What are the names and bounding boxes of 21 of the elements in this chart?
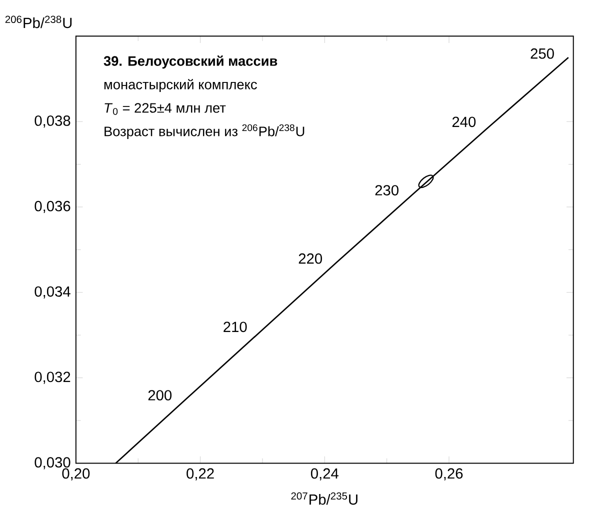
- annotation: 250: [530, 48, 554, 59]
- y-tick-label: 0,032: [34, 372, 70, 384]
- annotation: 220: [298, 254, 322, 264]
- y-tick-label: 0,030: [34, 457, 70, 470]
- y-tick-label: 0,034: [34, 286, 70, 299]
- y-tick-label: 0,036: [34, 201, 70, 214]
- y-axis-title: $^{206}$Pb/$^{238}$U: [5, 16, 72, 28]
- x-tick-label: 0,20: [62, 468, 90, 481]
- x-tick-label: 0,26: [435, 468, 463, 481]
- annotation: 230: [375, 185, 398, 196]
- annotation: 210: [224, 322, 247, 332]
- annotation: 200: [148, 390, 172, 401]
- text: 39. Белоусовский массив: [104, 56, 278, 69]
- x-tick-label: 0,22: [186, 468, 214, 481]
- x-axis-title: $^{207}$Pb/$^{235}$U: [291, 492, 358, 505]
- x-tick-label: 0,24: [310, 468, 338, 481]
- annotation: Возраст вычислен из $^{206}$Pb/$^{238}$U: [104, 124, 304, 140]
- y-tick-label: 0,038: [34, 116, 70, 128]
- annotation: 240: [452, 116, 476, 128]
- annotation: T$_{0}$ = 225±4 млн лет: [104, 103, 226, 116]
- annotation: монастырский комплекс: [104, 79, 257, 92]
